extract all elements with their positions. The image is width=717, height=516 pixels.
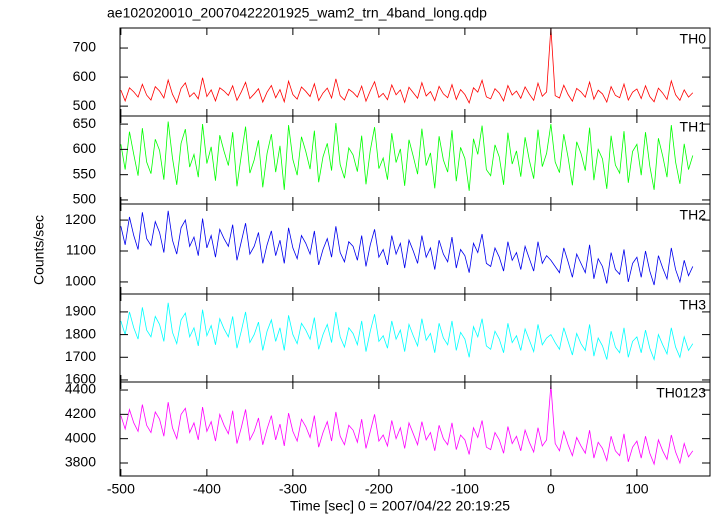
- y-tick-label: 1000: [65, 273, 96, 289]
- y-tick-label: 4200: [65, 405, 96, 421]
- series-line: [120, 28, 694, 105]
- y-tick-label: 650: [73, 115, 97, 131]
- y-tick-label: 600: [73, 140, 97, 156]
- x-tick-label: 100: [625, 481, 649, 497]
- panel-frame: [119, 381, 711, 477]
- y-tick-label: 1600: [65, 371, 96, 387]
- x-tick-label: -400: [193, 481, 221, 497]
- panel-label: TH1: [680, 119, 707, 135]
- panel-label: TH0123: [656, 385, 706, 401]
- x-tick-label: -500: [107, 481, 135, 497]
- x-tick-label: -200: [365, 481, 393, 497]
- y-tick-label: 500: [73, 191, 97, 207]
- y-tick-label: 550: [73, 165, 97, 181]
- series-line: [120, 121, 694, 191]
- series-line: [120, 385, 694, 466]
- x-axis-label: Time [sec] 0 = 2007/04/22 20:19:25: [290, 498, 510, 514]
- y-tick-label: 1800: [65, 325, 96, 341]
- y-tick-label: 500: [73, 97, 97, 113]
- panel-frame: [119, 115, 711, 205]
- y-tick-label: 4400: [65, 381, 96, 397]
- series-line: [120, 210, 694, 286]
- y-tick-label: 1100: [66, 242, 96, 258]
- series-line: [120, 302, 694, 362]
- y-tick-label: 700: [73, 39, 97, 55]
- panel-frame: [119, 27, 711, 117]
- x-tick-label: -300: [279, 481, 307, 497]
- y-tick-label: 1700: [65, 348, 96, 364]
- panel-frame: [119, 203, 711, 295]
- panel-label: TH2: [680, 207, 707, 223]
- panel-label: TH3: [680, 297, 707, 313]
- panel-label: TH0: [680, 31, 707, 47]
- panel-frame: [119, 293, 711, 383]
- x-tick-label: 0: [547, 481, 555, 497]
- y-axis-label: Counts/sec: [31, 215, 47, 285]
- y-tick-label: 1900: [65, 303, 96, 319]
- y-tick-label: 4000: [65, 429, 96, 445]
- y-tick-label: 1200: [65, 211, 96, 227]
- y-tick-label: 600: [73, 68, 97, 84]
- y-tick-label: 3800: [65, 454, 96, 470]
- x-tick-label: -100: [451, 481, 479, 497]
- chart-title: ae102020010_20070422201925_wam2_trn_4ban…: [107, 5, 487, 21]
